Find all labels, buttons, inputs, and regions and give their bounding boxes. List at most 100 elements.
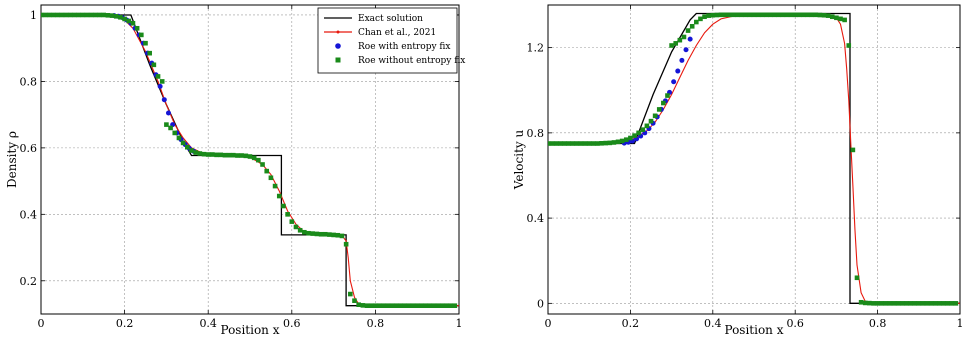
roe-nofix-point [669, 43, 674, 48]
exact-solution-line [548, 12, 960, 304]
roe-nofix-point [932, 301, 938, 306]
roe-nofix-point [398, 303, 403, 308]
roe-nofix-point [327, 232, 332, 237]
roe-nofix-point [239, 153, 244, 158]
roe-nofix-point [764, 12, 769, 18]
x-tick-label: 0.8 [367, 317, 385, 330]
roe-nofix-point [264, 168, 270, 174]
roe-nofix-point [297, 227, 303, 233]
roe-nofix-point [887, 301, 893, 306]
roe-nofix-point [147, 50, 152, 56]
roe-nofix-point [677, 37, 683, 43]
roe-nofix-point [427, 303, 433, 308]
roe-nofix-point [348, 291, 353, 297]
roe-nofix-point [59, 12, 65, 18]
roe-nofix-point [189, 148, 194, 153]
series-layer [41, 12, 459, 308]
roe-nofix-point [67, 12, 73, 18]
roe-nofix-point [578, 141, 584, 146]
roe-nofix-point [134, 25, 140, 31]
roe-nofix-point [566, 141, 571, 146]
roe-nofix-point [706, 13, 711, 18]
roe-nofix-point [406, 303, 412, 308]
roe-nofix-point [582, 141, 588, 146]
x-tick-label: 0.4 [704, 317, 722, 330]
roe-nofix-point [331, 232, 336, 238]
roe-nofix-point [260, 162, 265, 167]
roe-nofix-point [891, 301, 897, 306]
roe-nofix-point [419, 303, 424, 308]
roe-fix-point [679, 57, 685, 63]
roe-nofix-point [389, 303, 395, 308]
roe-nofix-point [172, 130, 178, 136]
roe-nofix-point [871, 301, 876, 306]
roe-nofix-point [875, 301, 880, 306]
roe-nofix-point [414, 303, 420, 308]
roe-nofix-point [97, 12, 102, 18]
roe-nofix-point [168, 125, 173, 131]
roe-nofix-point [685, 28, 691, 33]
x-tick-label: 0.2 [622, 317, 640, 330]
roe-nofix-point [339, 233, 345, 239]
roe-nofix-point [314, 231, 320, 237]
roe-nofix-point [817, 12, 823, 18]
roe-nofix-point [735, 12, 740, 18]
roe-fix-point [675, 68, 681, 74]
roe-nofix-point [218, 152, 224, 158]
roe-nofix-point [595, 141, 600, 146]
roe-nofix-point [900, 301, 905, 306]
roe-nofix-point [306, 230, 311, 236]
roe-nofix-point [867, 300, 872, 306]
roe-nofix-point [113, 13, 119, 19]
roe-nofix-point [780, 12, 786, 18]
roe-nofix-point [722, 12, 728, 18]
y-tick-label: 0 [537, 297, 544, 310]
roe-nofix-point [743, 12, 749, 18]
legend-roe-fix-marker [335, 43, 341, 49]
roe-nofix-point [953, 301, 959, 306]
roe-nofix-point [289, 219, 295, 224]
roe-nofix-point [846, 43, 852, 48]
y-axis-label: Velocity u [512, 130, 526, 191]
legend-roe-nofix-label: Roe without entropy fix [358, 56, 465, 66]
legend-box [317, 7, 458, 74]
roe-nofix-point [895, 301, 901, 306]
series-layer [548, 12, 960, 306]
roe-nofix-point [235, 153, 240, 158]
roe-fix-point [671, 79, 677, 85]
legend: Exact solution Chan et al., 2021 Roe wit… [317, 7, 465, 74]
velocity-panel: 0 0.2 0.4 0.6 0.8 1 0 0.4 0.8 1.2 Position x Veloci… [512, 4, 963, 337]
y-tick-label: 0.2 [20, 275, 38, 288]
roe-nofix-point [222, 152, 228, 158]
roe-nofix-point [825, 13, 831, 18]
roe-nofix-point [197, 151, 203, 156]
roe-nofix-point [904, 301, 909, 306]
roe-nofix-point [883, 301, 889, 306]
roe-nofix-point [373, 303, 378, 308]
roe-nofix-point [243, 153, 249, 159]
roe-nofix-point [310, 231, 315, 236]
roe-nofix-point [805, 12, 810, 18]
roe-nofix-point [813, 12, 819, 18]
roe-nofix-point [834, 15, 839, 21]
roe-nofix-point [42, 12, 48, 18]
roe-nofix-point [858, 299, 864, 305]
roe-fix-point [157, 83, 163, 89]
roe-nofix-point [640, 127, 646, 132]
roe-nofix-point [356, 302, 361, 307]
roe-nofix-point [862, 300, 868, 306]
roe-nofix-point [702, 14, 707, 20]
roe-nofix-point [452, 303, 458, 308]
roe-nofix-point [879, 301, 885, 306]
roe-fix-point [683, 47, 689, 53]
plot-frame [40, 4, 460, 315]
roe-nofix-point [821, 12, 827, 18]
roe-nofix-point [109, 13, 115, 18]
roe-nofix-point [410, 303, 416, 308]
roe-nofix-point [603, 140, 608, 146]
roe-nofix-point [570, 141, 576, 146]
roe-nofix-point [611, 140, 617, 145]
roe-nofix-point [747, 12, 753, 18]
roe-nofix-point [122, 16, 127, 22]
